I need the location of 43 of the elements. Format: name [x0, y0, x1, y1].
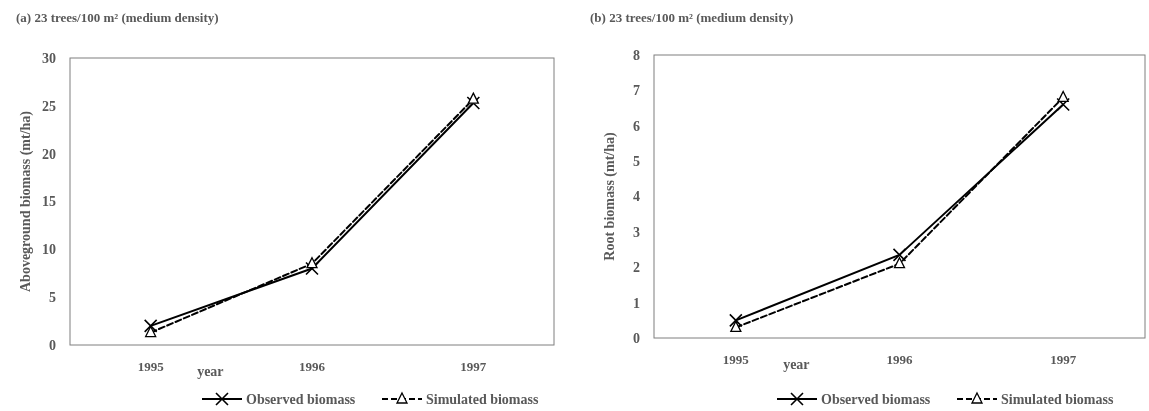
y-tick-label: 8: [633, 47, 640, 63]
point: [305, 261, 319, 276]
y-tick-label: 0: [633, 330, 640, 346]
x-axis-title: year: [783, 357, 810, 372]
point: [306, 257, 318, 269]
point: [892, 248, 907, 262]
point: [1056, 97, 1070, 112]
legend-label: Simulated biomass: [426, 391, 539, 407]
point: [730, 320, 742, 333]
x-tick-label: 1995: [137, 359, 165, 374]
x-tick-label: 1996: [886, 352, 913, 367]
legend-label: Observed biomass: [821, 391, 931, 407]
y-tick-label: 30: [42, 50, 56, 66]
x-tick-label: 1996: [299, 359, 326, 374]
point: [143, 319, 158, 333]
point: [467, 92, 479, 104]
y-tick-label: 6: [633, 118, 640, 134]
y-tick-label: 0: [49, 337, 56, 353]
y-tick-label: 2: [633, 260, 640, 276]
y-tick-label: 3: [633, 224, 640, 240]
y-axis-title: Aboveground biomass (mt/ha): [18, 110, 34, 292]
y-tick-label: 10: [42, 242, 56, 258]
legend-label: Simulated biomass: [1001, 391, 1114, 407]
y-tick-label: 15: [42, 194, 56, 210]
point: [729, 313, 743, 328]
y-tick-label: 20: [42, 146, 56, 162]
y-tick-label: 4: [633, 189, 640, 205]
chart-title: (a) 23 trees/100 m² (medium density): [16, 10, 219, 25]
y-tick-label: 25: [42, 98, 56, 114]
y-tick-label: 7: [633, 83, 640, 99]
point: [893, 257, 906, 269]
point: [466, 96, 481, 110]
x-tick-label: 1997: [460, 359, 487, 374]
x-tick-label: 1997: [1050, 352, 1077, 367]
y-tick-label: 5: [633, 154, 640, 170]
chart-title: (b) 23 trees/100 m² (medium density): [590, 10, 794, 25]
y-axis-title: Root biomass (mt/ha): [602, 132, 618, 261]
x-axis-title: year: [197, 364, 224, 379]
point: [1057, 90, 1069, 103]
x-tick-label: 1995: [722, 352, 750, 367]
y-tick-label: 1: [633, 295, 640, 311]
legend-label: Observed biomass: [246, 391, 356, 407]
y-tick-label: 5: [49, 290, 56, 306]
